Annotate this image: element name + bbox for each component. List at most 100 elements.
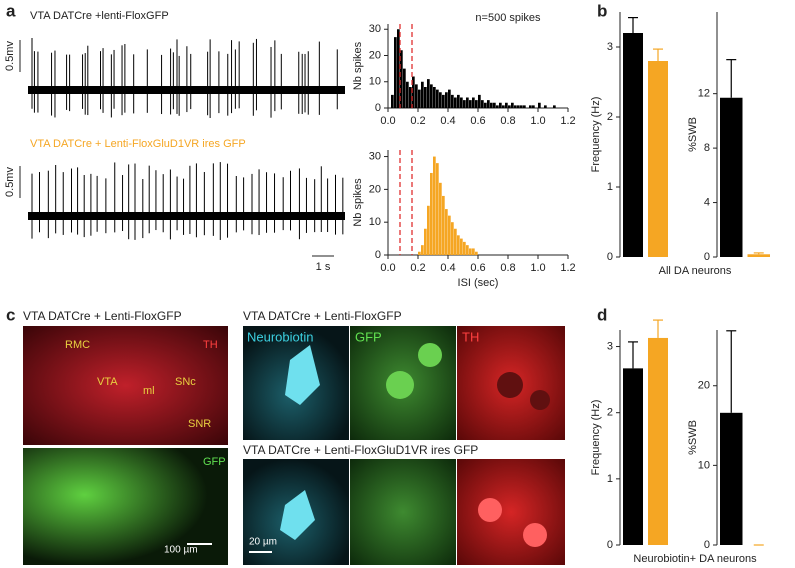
y-tick-label: 20 xyxy=(369,183,381,195)
x-tick-label: 0.2 xyxy=(410,115,425,127)
histogram-bar xyxy=(511,102,514,108)
histogram-bar xyxy=(433,156,436,255)
y-tick-label: 0 xyxy=(704,251,710,263)
histogram-bar xyxy=(418,89,421,108)
image-title: VTA DATCre + Lenti-FloxGluD1VR ires GFP xyxy=(243,443,478,457)
y-tick-label: 10 xyxy=(369,76,381,88)
y-tick-label: 0 xyxy=(375,249,381,261)
panel-letter: d xyxy=(597,305,607,324)
y-tick-label: 2 xyxy=(607,407,613,419)
histogram-bar xyxy=(454,97,457,108)
histogram-bar xyxy=(421,81,424,108)
histogram-bar xyxy=(433,87,436,108)
histogram-bar xyxy=(448,215,451,255)
y-tick-label: 1 xyxy=(607,473,613,485)
histogram-bar xyxy=(514,105,517,108)
trace-label: VTA DATCre +lenti-FloxGFP xyxy=(30,10,169,22)
y-tick-label: 30 xyxy=(369,23,381,35)
bar xyxy=(720,97,743,257)
histogram-bar xyxy=(430,172,433,255)
cell xyxy=(523,523,547,547)
x-tick-label: 0.4 xyxy=(440,115,455,127)
histogram-bar xyxy=(475,100,478,108)
scale-label: 0.5mv xyxy=(4,41,16,71)
cell xyxy=(285,345,320,405)
scale-label: 1 s xyxy=(316,261,331,273)
y-tick-label: 3 xyxy=(607,41,613,53)
cell xyxy=(530,390,550,410)
histogram-bar xyxy=(487,100,490,108)
histogram-bar xyxy=(463,241,466,255)
histogram-bar xyxy=(484,102,487,108)
y-tick-label: 0 xyxy=(607,539,613,551)
y-tick-label: 0 xyxy=(375,102,381,114)
histogram-bar xyxy=(517,105,520,108)
histogram-bar xyxy=(493,102,496,108)
histogram-bar xyxy=(463,100,466,108)
histogram-bar xyxy=(523,105,526,108)
histogram-bar xyxy=(457,235,460,255)
histogram-bar xyxy=(490,102,493,108)
x-tick-label: 0.8 xyxy=(500,115,515,127)
histogram-bar xyxy=(472,248,475,255)
histogram-bar xyxy=(454,228,457,255)
histogram-bar xyxy=(439,182,442,255)
cell xyxy=(497,372,523,398)
y-tick-label: 20 xyxy=(698,380,710,392)
histogram-bar xyxy=(553,105,556,108)
histogram-bar xyxy=(415,84,418,108)
x-tick-label: 1.2 xyxy=(560,262,575,274)
histogram-bar xyxy=(520,105,523,108)
region-label: RMC xyxy=(65,339,90,351)
y-axis-label: Nb spikes xyxy=(352,178,364,227)
histogram-bar xyxy=(499,102,502,108)
histogram-bar xyxy=(427,205,430,255)
gfp-image xyxy=(350,459,456,565)
region-label: VTA xyxy=(97,376,118,388)
y-tick-label: 4 xyxy=(704,196,710,208)
histogram-bar xyxy=(472,97,475,108)
histogram-bar xyxy=(445,92,448,108)
y-tick-label: 3 xyxy=(607,340,613,352)
histogram-bar xyxy=(424,87,427,108)
bar xyxy=(648,61,668,257)
region-label: SNc xyxy=(175,376,196,388)
histogram-bar xyxy=(469,248,472,255)
x-tick-label: 1.0 xyxy=(530,115,545,127)
panel-letter: a xyxy=(6,1,16,20)
histogram-bar xyxy=(529,105,532,108)
bar xyxy=(720,412,743,545)
y-tick-label: 2 xyxy=(607,111,613,123)
traces xyxy=(28,38,345,240)
x-tick-label: 0.8 xyxy=(500,262,515,274)
histogram-bar xyxy=(436,89,439,108)
x-axis-label: Neurobiotin+ DA neurons xyxy=(633,553,757,565)
y-tick-label: 12 xyxy=(698,88,710,100)
channel-label: GFP xyxy=(355,329,382,344)
cell xyxy=(280,490,315,540)
y-axis-label: Frequency (Hz) xyxy=(590,97,602,173)
region-label: ml xyxy=(143,385,155,397)
gfp-image xyxy=(23,448,228,565)
histogram-bar xyxy=(475,251,478,255)
y-tick-label: 0 xyxy=(607,251,613,263)
histogram-bar xyxy=(445,209,448,255)
histogram-bar xyxy=(466,245,469,255)
y-tick-label: 20 xyxy=(369,49,381,61)
bar xyxy=(648,337,668,545)
region-label: TH xyxy=(203,339,218,351)
x-tick-label: 0.6 xyxy=(470,115,485,127)
histogram-bar xyxy=(418,251,421,255)
x-axis-label: ISI (sec) xyxy=(458,277,499,289)
x-tick-label: 1.2 xyxy=(560,115,575,127)
trace-label: VTA DATCre + Lenti-FloxGluD1VR ires GFP xyxy=(30,138,246,150)
channel-label: TH xyxy=(462,329,479,344)
x-tick-label: 1.0 xyxy=(530,262,545,274)
histogram-bar xyxy=(508,105,511,108)
region-label: SNR xyxy=(188,418,211,430)
histogram-bar xyxy=(439,92,442,108)
trace-noise xyxy=(28,212,345,220)
y-axis-label: %SWB xyxy=(687,420,699,455)
histogram-bar xyxy=(478,94,481,108)
bar xyxy=(623,33,643,257)
